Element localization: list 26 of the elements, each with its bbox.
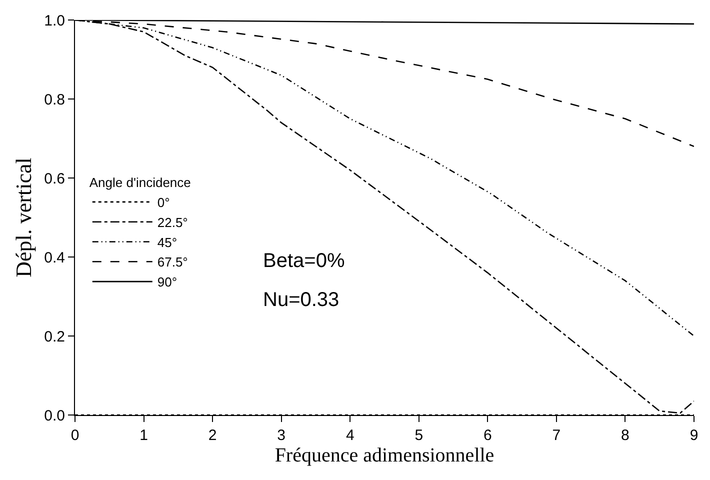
x-tick-label: 8	[621, 427, 630, 444]
x-tick-label: 0	[70, 427, 80, 444]
annotation: Nu=0.33	[263, 289, 340, 311]
x-tick-label: 6	[484, 427, 492, 444]
legend-title: Angle d'incidence	[89, 175, 191, 190]
legend-label: 0°	[157, 195, 170, 210]
legend-label: 45°	[157, 234, 178, 250]
x-axis-title: Fréquence adimensionnelle	[274, 444, 494, 466]
legend-label: 67.5°	[157, 254, 188, 270]
x-tick-label: 3	[277, 427, 286, 444]
y-tick-label: 0.4	[44, 249, 65, 266]
y-tick-label: 0.2	[44, 328, 65, 346]
y-tick-label: 0.6	[44, 170, 65, 188]
x-tick-label: 4	[346, 427, 354, 444]
y-axis-title: Dépl. vertical	[10, 158, 36, 278]
legend-label: 90°	[157, 274, 178, 290]
x-tick-label: 9	[690, 427, 698, 444]
x-tick-label: 2	[208, 427, 217, 444]
y-tick-label: 0.0	[44, 407, 65, 424]
y-tick-label: 0.8	[44, 91, 65, 108]
y-tick-label: 1.0	[44, 12, 65, 30]
annotation: Beta=0%	[263, 250, 345, 272]
x-tick-label: 1	[140, 427, 148, 444]
x-tick-label: 7	[552, 427, 561, 444]
x-tick-label: 5	[414, 427, 424, 444]
legend-label: 22.5°	[157, 214, 188, 230]
